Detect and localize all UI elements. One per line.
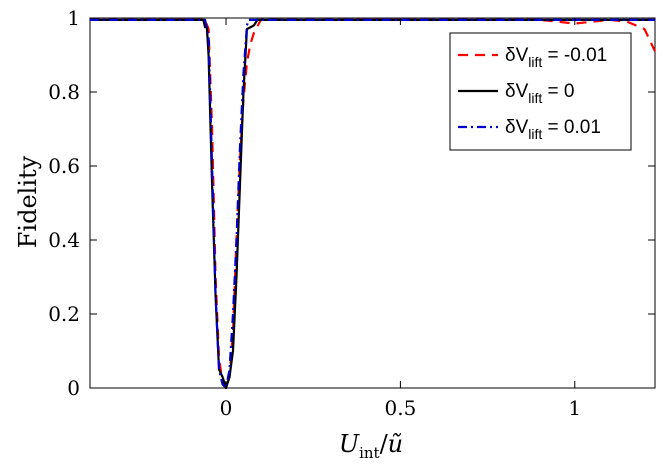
x-axis-label: Uint/ũ bbox=[339, 430, 403, 462]
y-axis-label: Fidelity bbox=[14, 155, 42, 248]
y-tick-label: 0.4 bbox=[48, 228, 80, 252]
series-layer bbox=[90, 18, 656, 390]
y-tick-label: 0.8 bbox=[48, 80, 80, 104]
series-line bbox=[90, 18, 655, 390]
y-tick-label: 0 bbox=[67, 376, 80, 400]
legend-label: δVlift = 0 bbox=[505, 81, 574, 106]
x-tick-label: 0.5 bbox=[384, 396, 416, 420]
x-tick-label: 1 bbox=[568, 396, 581, 420]
plot-area-border bbox=[89, 17, 656, 389]
y-tick-label: 0.2 bbox=[48, 302, 80, 326]
legend-label: δVlift = 0.01 bbox=[505, 117, 601, 142]
ticks-layer: 0 0.5 1 0 0.2 0.4 0.6 0.8 1 bbox=[48, 6, 655, 420]
x-tick-label: 0 bbox=[220, 396, 233, 420]
plot-frame bbox=[89, 17, 656, 389]
legend: δVlift = -0.01 δVlift = 0 δVlift = 0.01 bbox=[449, 32, 632, 151]
legend-label: δVlift = -0.01 bbox=[505, 45, 607, 70]
series-line bbox=[90, 18, 655, 390]
y-tick-label: 1 bbox=[67, 6, 80, 30]
y-tick-label: 0.6 bbox=[48, 154, 80, 178]
